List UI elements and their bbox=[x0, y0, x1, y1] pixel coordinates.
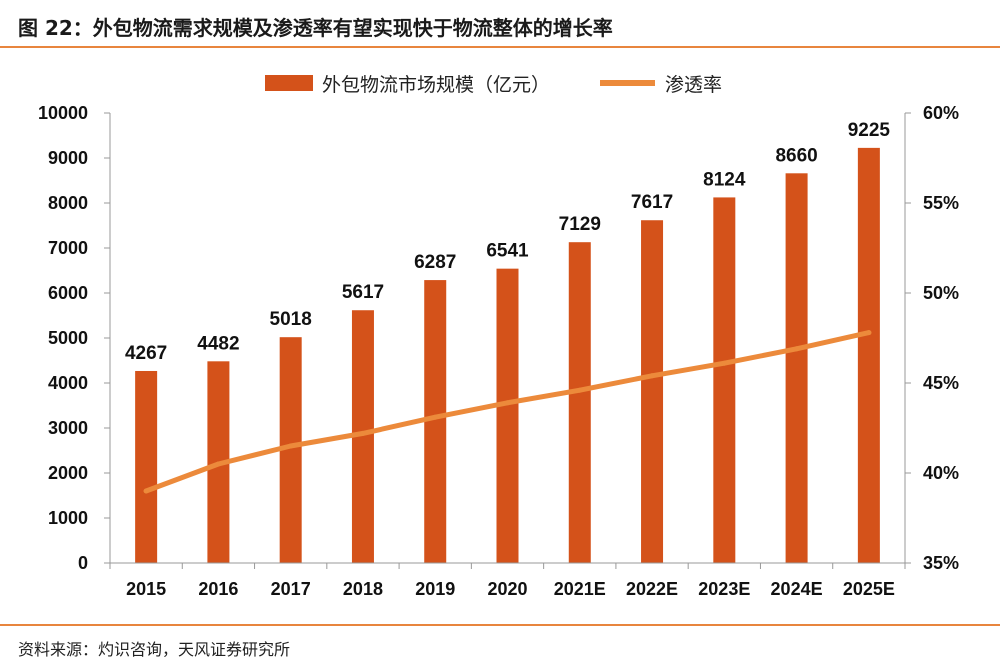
bar-data-labels: 4267 4482 5018 5617 6287 6541 7129 7617 8124 8660… bbox=[125, 120, 890, 364]
left-tick-label: 3000 bbox=[48, 418, 88, 438]
legend: 外包物流市场规模（亿元） 渗透率 bbox=[265, 74, 722, 96]
bar bbox=[785, 173, 808, 564]
bar-data-label: 7617 bbox=[631, 192, 673, 213]
bar bbox=[713, 197, 736, 564]
line-point bbox=[215, 461, 221, 467]
left-tick-label: 1000 bbox=[48, 508, 88, 528]
figure-title: 图 22：外包物流需求规模及渗透率有望实现快于物流整体的增长率 bbox=[18, 16, 613, 40]
line-point bbox=[360, 430, 366, 436]
left-tick-label: 9000 bbox=[48, 148, 88, 168]
right-tick-label: 45% bbox=[923, 373, 959, 393]
legend-bar-swatch bbox=[265, 75, 313, 91]
left-tick-label: 7000 bbox=[48, 238, 88, 258]
bar-data-label: 9225 bbox=[848, 120, 891, 141]
bar-data-label: 5018 bbox=[270, 309, 312, 330]
bar bbox=[641, 220, 664, 564]
x-tick-label: 2021E bbox=[554, 579, 606, 599]
bar-data-label: 8124 bbox=[703, 169, 746, 190]
left-tick-label: 2000 bbox=[48, 463, 88, 483]
bar-data-label: 4482 bbox=[197, 333, 239, 354]
bar-data-label: 7129 bbox=[559, 214, 601, 235]
bar-data-label: 5617 bbox=[342, 282, 384, 303]
line-point bbox=[143, 488, 149, 494]
x-tick-label: 2017 bbox=[271, 579, 311, 599]
source-note: 资料来源：灼识咨询，天风证券研究所 bbox=[18, 640, 291, 659]
left-axis-ticks: 0 1000 2000 3000 4000 5000 6000 7000 8000 9000 100… bbox=[38, 103, 110, 573]
x-tick-label: 2022E bbox=[626, 579, 678, 599]
bar bbox=[857, 147, 880, 563]
left-tick-label: 0 bbox=[78, 553, 88, 573]
line-point bbox=[866, 330, 872, 336]
line-series bbox=[143, 330, 872, 494]
bar-data-label: 4267 bbox=[125, 343, 167, 364]
line-point bbox=[649, 373, 655, 379]
right-axis-ticks: 35% 40% 45% 50% 55% 60% bbox=[905, 103, 959, 573]
bar bbox=[424, 280, 447, 563]
bar bbox=[279, 337, 302, 563]
right-tick-label: 50% bbox=[923, 283, 959, 303]
right-tick-label: 35% bbox=[923, 553, 959, 573]
x-axis-ticks: 2015 2016 2017 2018 2019 2020 2021E 2022E 2023E 2… bbox=[109, 563, 906, 599]
line-point bbox=[721, 360, 727, 366]
bar-series bbox=[135, 147, 880, 564]
x-tick-label: 2015 bbox=[126, 579, 166, 599]
bar bbox=[568, 242, 591, 563]
title-divider bbox=[0, 46, 1000, 48]
footer-divider bbox=[0, 624, 1000, 626]
right-tick-label: 40% bbox=[923, 463, 959, 483]
bar bbox=[351, 310, 374, 563]
legend-bar-label: 外包物流市场规模（亿元） bbox=[322, 74, 550, 96]
left-tick-label: 8000 bbox=[48, 193, 88, 213]
x-tick-label: 2020 bbox=[487, 579, 527, 599]
x-tick-label: 2024E bbox=[771, 579, 823, 599]
right-tick-label: 55% bbox=[923, 193, 959, 213]
line-point bbox=[505, 400, 510, 406]
bar bbox=[135, 370, 158, 563]
bar-data-label: 6541 bbox=[486, 241, 529, 262]
x-tick-label: 2025E bbox=[843, 579, 895, 599]
x-tick-label: 2016 bbox=[198, 579, 238, 599]
x-tick-label: 2018 bbox=[343, 579, 383, 599]
left-tick-label: 5000 bbox=[48, 328, 88, 348]
line-point bbox=[432, 414, 438, 420]
line-point bbox=[577, 387, 583, 393]
left-tick-label: 4000 bbox=[48, 373, 88, 393]
left-tick-label: 6000 bbox=[48, 283, 88, 303]
line-point bbox=[288, 443, 294, 449]
left-tick-label: 10000 bbox=[38, 103, 88, 123]
bar-data-label: 8660 bbox=[775, 145, 817, 166]
right-tick-label: 60% bbox=[923, 103, 959, 123]
x-tick-label: 2019 bbox=[415, 579, 455, 599]
bar-data-label: 6287 bbox=[414, 252, 456, 273]
legend-line-label: 渗透率 bbox=[665, 74, 722, 96]
line-point bbox=[794, 346, 800, 352]
x-tick-label: 2023E bbox=[698, 579, 750, 599]
bar bbox=[496, 268, 519, 563]
combo-chart: 外包物流市场规模（亿元） 渗透率 0 1000 2000 3000 4000 5000 60… bbox=[38, 74, 959, 599]
